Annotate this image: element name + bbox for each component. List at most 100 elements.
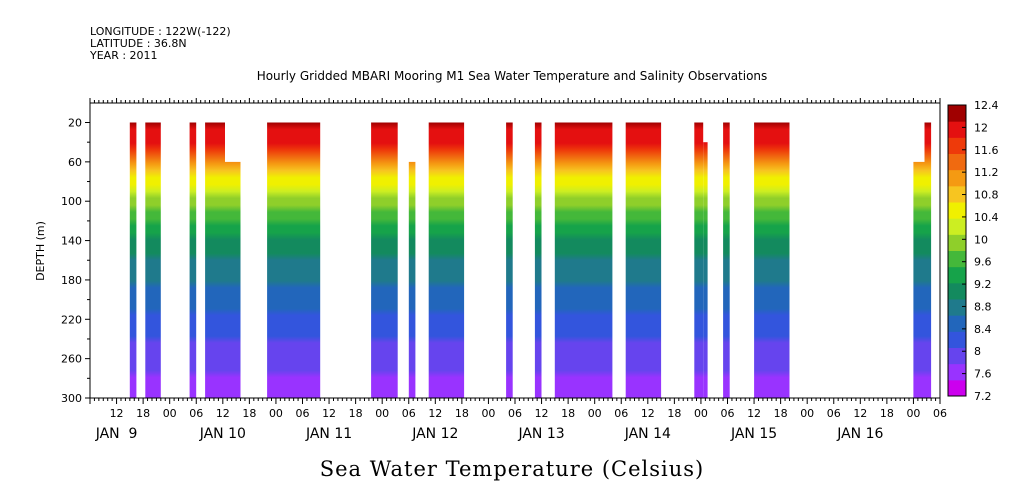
- y-tick-label: 100: [61, 195, 82, 208]
- data-segment: [703, 142, 708, 398]
- y-tick-label: 180: [61, 274, 82, 287]
- data-segment: [145, 122, 161, 398]
- x-hour-label: 12: [747, 407, 761, 420]
- meta-info: LONGITUDE : 122W(-122) LATITUDE : 36.8N …: [89, 25, 231, 62]
- data-segments: [129, 122, 932, 398]
- colorbar-band: [948, 315, 966, 332]
- y-tick-label: 260: [61, 353, 82, 366]
- colorbar-tick-label: 12.4: [974, 99, 999, 112]
- colorbar-band: [948, 282, 966, 300]
- colorbar-band: [948, 169, 966, 187]
- x-day-label: JAN 16: [836, 426, 883, 442]
- y-tick-label: 60: [68, 156, 82, 169]
- colorbar-band: [948, 331, 966, 348]
- data-segment: [428, 122, 465, 398]
- x-hour-label: 12: [641, 407, 655, 420]
- colorbar-frame: [947, 104, 967, 397]
- colorbar-tick-label: 8.4: [974, 323, 992, 336]
- data-segment: [534, 122, 542, 398]
- x-hour-label: 12: [110, 407, 124, 420]
- x-hour-label: 00: [588, 407, 602, 420]
- x-day-label: JAN 12: [411, 426, 458, 442]
- x-hour-label: 12: [216, 407, 230, 420]
- data-segment: [506, 122, 513, 398]
- x-hour-label: 00: [163, 407, 177, 420]
- meta-year: YEAR : 2011: [89, 49, 158, 62]
- x-hour-label: 00: [481, 407, 495, 420]
- data-segment: [371, 122, 398, 398]
- data-segment: [723, 122, 730, 398]
- x-hour-label: 18: [242, 407, 256, 420]
- data-segment: [913, 161, 925, 398]
- x-hour-label: 18: [880, 407, 894, 420]
- colorbar-band: [948, 379, 966, 397]
- x-hour-label: 06: [933, 407, 947, 420]
- x-hour-label: 06: [189, 407, 203, 420]
- colorbar-band: [948, 121, 966, 138]
- colorbar-band: [948, 363, 966, 381]
- y-tick-label: 20: [68, 117, 82, 130]
- colorbar-band: [948, 153, 966, 171]
- data-segment: [205, 122, 225, 398]
- x-hour-label: 00: [375, 407, 389, 420]
- x-hour-label: 12: [853, 407, 867, 420]
- colorbar-band: [948, 202, 966, 219]
- colorbar-band: [948, 105, 966, 122]
- data-segment: [189, 122, 197, 398]
- x-hour-label: 00: [694, 407, 708, 420]
- y-tick-label: 140: [61, 235, 82, 248]
- colorbar-band: [948, 250, 966, 268]
- colorbar-band: [948, 234, 966, 251]
- x-hour-label: 00: [800, 407, 814, 420]
- colorbar-band: [948, 266, 966, 284]
- data-segment: [694, 122, 704, 398]
- colorbar-band: [948, 347, 966, 365]
- colorbar-tick-label: 8.8: [974, 300, 992, 313]
- x-hour-label: 00: [269, 407, 283, 420]
- data-segment: [625, 122, 662, 398]
- y-tick-label: 220: [61, 313, 82, 326]
- colorbar-tick-label: 7.6: [974, 368, 992, 381]
- colorbar-band: [948, 299, 966, 316]
- data-segment: [754, 122, 790, 398]
- x-day-label: JAN 9: [95, 426, 138, 442]
- colorbar-tick-label: 8: [974, 345, 981, 358]
- x-hour-label: 12: [322, 407, 336, 420]
- colorbar-title: Sea Water Temperature (Celsius): [320, 457, 705, 481]
- colorbar-tick-label: 12: [974, 121, 988, 134]
- x-axis: 12 18 00 06 12 18 00 06 12 18 00 06 12 18 00 06 12 18 00 06…: [89, 98, 947, 442]
- x-hour-label: 06: [827, 407, 841, 420]
- meta-latitude: LATITUDE : 36.8N: [90, 37, 187, 50]
- colorbar-tick-label: 11.2: [974, 166, 999, 179]
- x-day-label: JAN 10: [199, 426, 246, 442]
- x-hour-label: 18: [455, 407, 469, 420]
- x-hour-label: 12: [535, 407, 549, 420]
- colorbar-tick-label: 7.2: [974, 390, 992, 403]
- x-day-label: JAN 13: [517, 426, 564, 442]
- colorbar-tick-label: 9.2: [974, 278, 992, 291]
- data-segment: [129, 122, 137, 398]
- x-day-label: JAN 11: [305, 426, 352, 442]
- colorbar-band: [948, 137, 966, 154]
- colorbar: 7.2 7.6 8 8.4 8.8 9.2 9.6 10 10.4 10.8 11.2 11.6 12 1…: [947, 99, 999, 403]
- colorbar-tick-label: 11.6: [974, 144, 999, 157]
- x-hour-label: 18: [774, 407, 788, 420]
- data-segment: [408, 161, 416, 398]
- colorbar-band: [948, 218, 966, 235]
- x-hour-label: 18: [349, 407, 363, 420]
- data-segment: [267, 122, 321, 398]
- x-hour-label: 06: [614, 407, 628, 420]
- y-axis: 20 60 100 140 180 220 260 300: [61, 117, 90, 405]
- x-hour-label: 06: [508, 407, 522, 420]
- x-hour-label: 18: [667, 407, 681, 420]
- x-hour-label: 18: [136, 407, 150, 420]
- x-day-label: JAN 14: [624, 426, 671, 442]
- colorbar-tick-label: 10: [974, 233, 988, 246]
- colorbar-band: [948, 185, 966, 203]
- y-tick-label: 300: [61, 392, 82, 405]
- y-axis-label: DEPTH (m): [34, 221, 47, 281]
- x-day-label: JAN 15: [730, 426, 777, 442]
- data-segment: [554, 122, 613, 398]
- colorbar-tick-label: 9.6: [974, 256, 992, 269]
